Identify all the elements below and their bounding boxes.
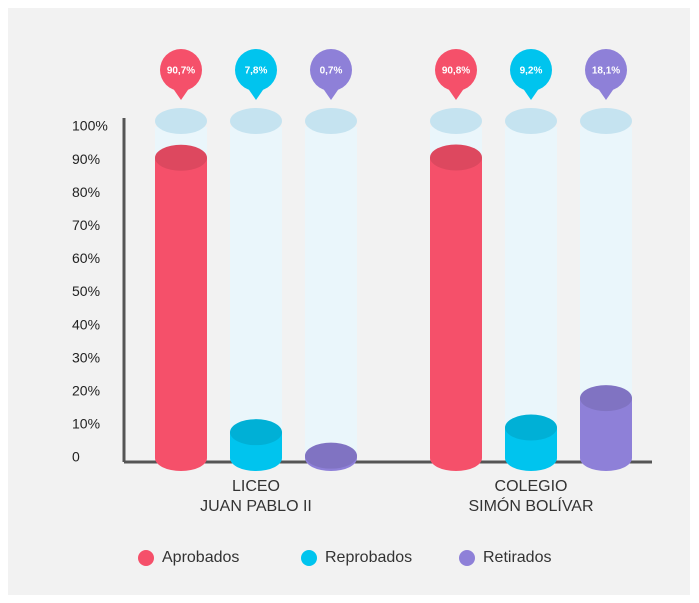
bar-bottom <box>230 445 282 471</box>
tube-cap <box>580 108 632 134</box>
bar-bottom <box>430 445 482 471</box>
y-tick-label: 90% <box>72 151 100 167</box>
legend-marker <box>301 550 317 566</box>
pin <box>435 49 477 91</box>
bar-bottom <box>580 445 632 471</box>
tube <box>505 127 557 458</box>
bar-bottom <box>505 445 557 471</box>
pin <box>510 49 552 91</box>
y-tick-label: 80% <box>72 184 100 200</box>
bar <box>580 385 632 471</box>
value-label: 90,8% <box>442 66 470 77</box>
y-tick-label: 10% <box>72 416 100 432</box>
bar-top <box>305 442 357 469</box>
y-tick-label: 20% <box>72 383 100 399</box>
y-tick-label: 40% <box>72 316 100 332</box>
y-tick-label: 0 <box>72 449 80 465</box>
bar-body <box>430 157 482 458</box>
pin <box>585 49 627 91</box>
y-tick-label: 100% <box>72 118 108 134</box>
bar-top <box>430 144 482 171</box>
bar <box>155 144 207 471</box>
y-tick-label: 30% <box>72 349 100 365</box>
legend-label: Reprobados <box>325 549 412 566</box>
value-label: 9,2% <box>520 66 543 77</box>
y-tick-label: 70% <box>72 217 100 233</box>
bar <box>305 442 357 471</box>
bar-top <box>230 419 282 446</box>
bar-bottom <box>155 445 207 471</box>
value-label: 0,7% <box>320 66 343 77</box>
legend-label: Retirados <box>483 549 551 566</box>
bar <box>505 414 557 471</box>
tube-cap <box>430 108 482 134</box>
bar-body <box>155 157 207 458</box>
bar-top <box>505 414 557 441</box>
value-label: 18,1% <box>592 66 620 77</box>
legend-label: Aprobados <box>162 549 239 566</box>
pin <box>310 49 352 91</box>
tube-cap <box>505 108 557 134</box>
tube-cap <box>155 108 207 134</box>
pin <box>235 49 277 91</box>
y-tick-label: 50% <box>72 283 100 299</box>
tube <box>305 127 357 458</box>
value-label: 7,8% <box>245 66 268 77</box>
value-label: 90,7% <box>167 66 195 77</box>
tube-cap <box>305 108 357 134</box>
pin <box>160 49 202 91</box>
tube-cap <box>230 108 282 134</box>
bar-top <box>155 144 207 171</box>
tube <box>230 127 282 458</box>
bar <box>430 144 482 471</box>
legend-marker <box>459 550 475 566</box>
x-tick-label: LICEO JUAN PABLO II <box>200 478 312 515</box>
legend-marker <box>138 550 154 566</box>
y-tick-label: 60% <box>72 250 100 266</box>
x-tick-label: COLEGIO SIMÓN BOLÍVAR <box>468 478 593 515</box>
bar <box>230 419 282 471</box>
bar-top <box>580 385 632 412</box>
